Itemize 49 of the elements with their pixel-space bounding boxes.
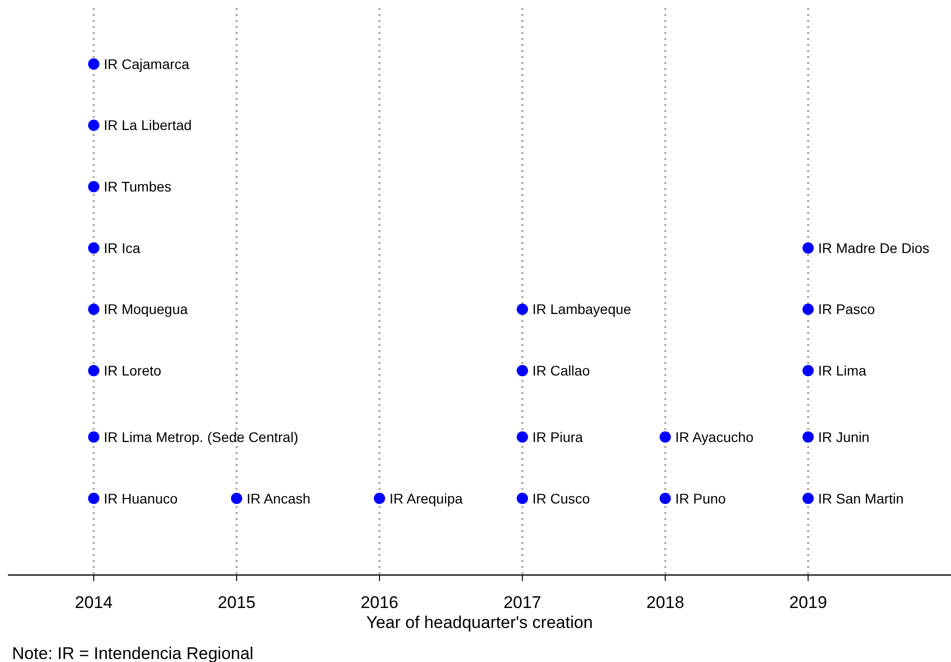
annotation: IR Cusco [532, 490, 590, 506]
point [802, 304, 814, 315]
annotation: IR Huanuco [104, 490, 178, 506]
point [88, 120, 100, 131]
point [516, 492, 528, 504]
point [88, 304, 100, 315]
x-tick-label: 2016 [360, 593, 398, 612]
point [230, 492, 242, 504]
annotation: IR Tumbes [104, 178, 172, 195]
annotation: IR Lima Metrop. (Sede Central) [104, 428, 298, 445]
annotation: IR Arequipa [389, 490, 463, 506]
annotation: IR Ancash [246, 490, 310, 506]
x-tick-label: 2019 [789, 593, 828, 612]
annotation: IR Madre De Dios [818, 240, 930, 256]
annotation: IR Pasco [818, 301, 876, 318]
annotation: IR Lima [818, 362, 867, 378]
point [802, 364, 814, 376]
x-tick-label: 2018 [646, 593, 684, 612]
annotation: IR Ica [104, 240, 141, 256]
point [660, 431, 671, 443]
x-tick-label: 2017 [503, 593, 542, 612]
x-axis-title: Year of headquarter's creation [366, 613, 593, 632]
annotation: IR Lambayeque [532, 301, 632, 318]
point [802, 242, 814, 254]
x-tick-label: 2015 [218, 593, 256, 612]
annotation: IR Callao [532, 362, 590, 378]
x-tick-label: 2014 [74, 593, 113, 612]
annotation: IR San Martin [818, 490, 904, 506]
point [802, 431, 814, 443]
annotation: IR Cajamarca [104, 56, 190, 72]
point [88, 492, 100, 504]
point [516, 304, 528, 315]
annotation: IR Moquegua [104, 301, 188, 318]
annotation: IR Loreto [104, 362, 162, 378]
point [516, 431, 528, 443]
annotation: IR Junin [818, 428, 870, 445]
point [660, 492, 671, 504]
point [88, 431, 100, 443]
point [516, 364, 528, 376]
annotation: IR Piura [532, 428, 584, 445]
point [88, 242, 100, 254]
point [88, 364, 100, 376]
point [88, 181, 100, 192]
point [88, 58, 100, 70]
annotation: IR Puno [675, 490, 726, 506]
point [374, 492, 386, 504]
annotation: IR La Libertad [104, 117, 192, 134]
point [802, 492, 814, 504]
annotation: IR Ayacucho [675, 428, 754, 445]
